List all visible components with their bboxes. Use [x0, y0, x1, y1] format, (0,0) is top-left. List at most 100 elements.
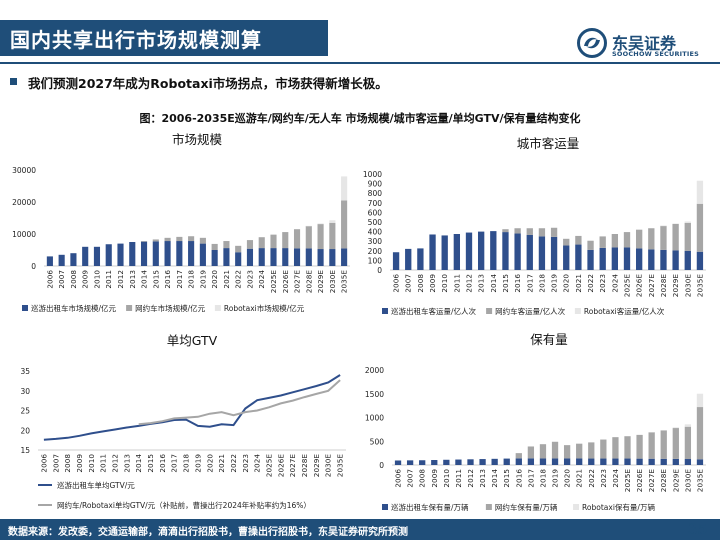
x-tick-label: 2011	[452, 274, 461, 293]
y-tick-label: 20000	[12, 198, 36, 207]
market-bar-s1	[152, 239, 159, 242]
x-tick-label: 2025E	[623, 469, 632, 493]
passenger-bar-s0	[599, 247, 606, 270]
market-bar-s1	[317, 224, 324, 250]
x-tick-label: 2008	[418, 469, 427, 488]
x-tick-label: 2035E	[695, 469, 704, 493]
fleet-bar-s0	[660, 458, 667, 465]
fleet-bar-s0	[419, 460, 426, 465]
x-tick-label: 2026E	[281, 270, 290, 294]
market-bar-s0	[282, 248, 289, 266]
y-tick-label: 500	[370, 437, 385, 446]
y-tick-label: 900	[368, 180, 383, 189]
fleet-bar-s2	[660, 430, 667, 431]
x-tick-label: 2007	[51, 454, 60, 473]
fleet-bar-s0	[467, 459, 474, 465]
gtv-chart: 单均GTV 15 20 25 30 35 2006 2007 2008 2009 2010 2011 2…	[0, 323, 360, 519]
market-bar-s2	[329, 220, 336, 223]
market-bar-s1	[211, 243, 218, 250]
y-tick-label: 1000	[363, 170, 382, 179]
x-tick-label: 2027E	[647, 274, 656, 298]
passenger-bar-s2	[696, 180, 704, 204]
y-tick-label: 30	[20, 387, 30, 396]
x-tick-label: 2016	[158, 454, 167, 473]
figure-title: 图：2006-2035E巡游车/网约车/无人车 市场规模/城市客运量/单均GTV…	[139, 112, 581, 125]
legend-label: Robotaxi保有量/万辆	[582, 502, 655, 512]
fleet-bar-s1	[612, 437, 619, 459]
passenger-bar-s1	[526, 228, 533, 235]
fleet-bar-s2	[648, 432, 655, 433]
passenger-bar-s1	[660, 225, 667, 250]
market-bar-s1	[235, 245, 242, 253]
market-bar-s0	[58, 254, 65, 266]
y-tick-label: 800	[368, 189, 383, 198]
fleet-bar-s1	[539, 444, 547, 459]
market-bar-s1	[176, 236, 183, 242]
header-divider	[0, 62, 720, 64]
footer-bar: 数据来源：发改委，交通运输部，滴滴出行招股书，曹操出行招股书，东吴证券研究所预测	[0, 519, 720, 540]
market-bar-s0	[105, 244, 112, 266]
y-tick-label: 25	[20, 407, 30, 416]
fleet-bar-s0	[491, 458, 498, 465]
x-tick-label: 2016	[513, 274, 522, 293]
legend-swatch	[382, 308, 388, 314]
market-bar-s0	[293, 248, 301, 266]
passenger-bar-s1	[550, 227, 558, 237]
market-bar-s0	[223, 248, 230, 266]
x-tick-label: 2007	[406, 469, 415, 488]
x-tick-label: 2017	[525, 274, 534, 293]
fleet-bar-s0	[503, 458, 510, 465]
passenger-bar-s0	[696, 251, 704, 270]
x-tick-label: 2018	[182, 454, 191, 473]
legend-swatch	[214, 305, 221, 311]
y-tick-label: 0	[379, 461, 384, 470]
legend-label: Robotaxi客运量/亿人次	[584, 306, 665, 316]
legend-label: Robotaxi市场规模/亿元	[224, 303, 305, 313]
fleet-size-chart: 保有量 0 500 1000 1500 2000 2006 2007 2008 2009 2010 2…	[360, 323, 720, 519]
x-tick-label: 2015	[151, 270, 160, 289]
fleet-bar-s1	[600, 439, 607, 459]
x-tick-label: 2014	[140, 270, 149, 289]
x-tick-label: 2010	[442, 469, 451, 488]
x-tick-label: 2029E	[671, 469, 680, 493]
market-bar-s2	[305, 225, 312, 227]
company-logo: 东吴证券 SOOCHOW SECURITIES	[576, 28, 716, 62]
fleet-bar-s1	[684, 426, 692, 460]
x-tick-label: 2027E	[288, 454, 297, 478]
x-tick-label: 2006	[45, 270, 54, 289]
passenger-bar-s0	[490, 231, 497, 270]
legend-label: 网约车客运量/亿人次	[495, 306, 566, 316]
market-svg: 市场规模 0 10000 20000 30000 2006 2007 2008 2009 2010…	[12, 132, 350, 313]
x-tick-label: 2019	[198, 270, 207, 289]
legend-swatch	[486, 308, 493, 314]
x-tick-label: 2011	[99, 454, 108, 473]
x-tick-label: 2020	[562, 274, 571, 293]
passenger-bar-s0	[441, 235, 448, 270]
title-banner: 国内共享出行市场规模测算	[0, 20, 328, 56]
passenger-bar-s0	[575, 244, 582, 270]
passenger-bar-s1	[623, 232, 631, 248]
market-bar-s0	[211, 250, 218, 266]
x-tick-label: 2009	[75, 454, 84, 473]
legend-swatch	[574, 308, 581, 314]
legend-swatch	[573, 504, 580, 510]
x-tick-label: 2023	[241, 454, 250, 473]
fleet-bar-s1	[551, 441, 559, 459]
y-tick-label: 600	[368, 208, 383, 217]
x-tick-label: 2020	[210, 270, 219, 289]
passenger-bar-s0	[502, 232, 509, 270]
legend-label: 网约车市场规模/亿元	[135, 303, 206, 313]
x-tick-label: 2024	[611, 469, 620, 488]
x-tick-label: 2026E	[635, 274, 644, 298]
x-tick-label: 2008	[416, 274, 425, 293]
fleet-bar-s1	[624, 436, 631, 459]
passenger-bar-s1	[587, 240, 594, 250]
fleet-bar-s1	[648, 432, 655, 459]
bullet-marker	[10, 78, 17, 85]
x-tick-label: 2023	[598, 274, 607, 293]
market-bar-s0	[152, 241, 159, 266]
passenger-bar-s0	[526, 234, 533, 270]
passenger-bar-s1	[599, 236, 606, 248]
x-tick-label: 2028E	[304, 270, 313, 294]
passenger-chart-title: 城市客运量	[517, 136, 580, 151]
